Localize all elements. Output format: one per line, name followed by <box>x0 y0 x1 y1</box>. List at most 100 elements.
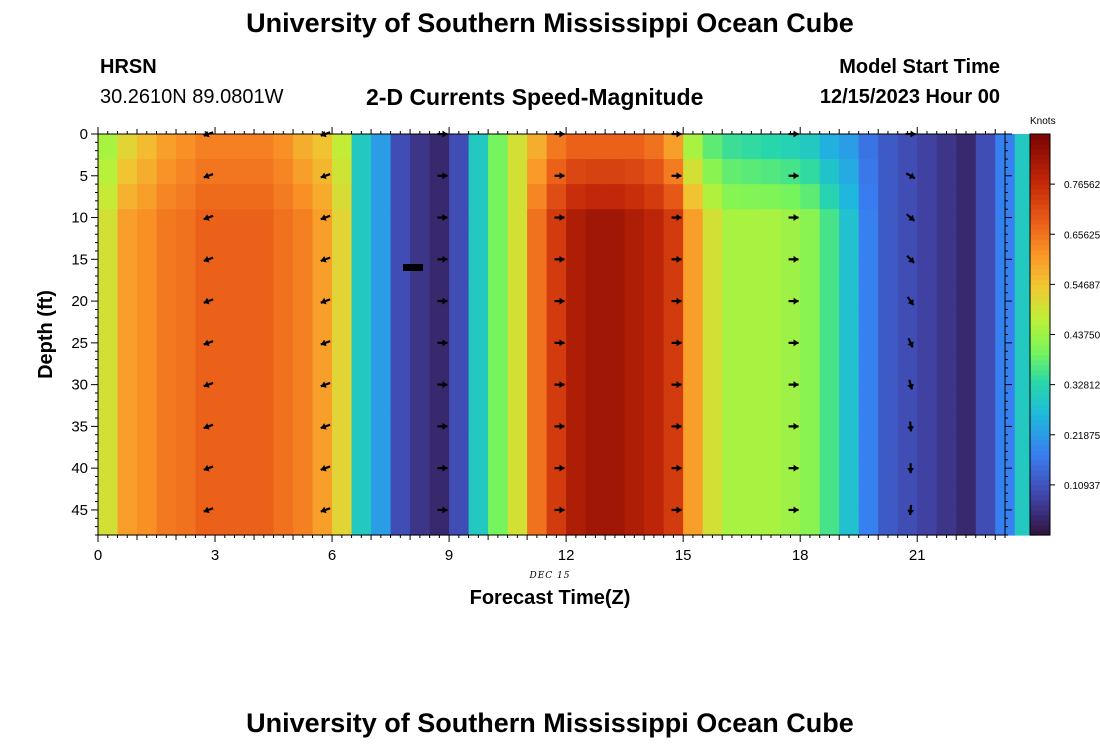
heatmap-cell <box>410 409 431 436</box>
colorbar-segment <box>1030 284 1050 290</box>
heatmap-cell <box>800 184 821 210</box>
heatmap-cell <box>293 334 314 361</box>
heatmap-cell <box>332 359 353 386</box>
heatmap-cell <box>644 434 665 461</box>
heatmap-cell <box>819 409 840 436</box>
heatmap-cell <box>585 509 606 536</box>
heatmap-cell <box>351 159 372 185</box>
heatmap-cell <box>273 409 294 436</box>
heatmap-cell <box>683 259 704 285</box>
heatmap-cell <box>780 134 801 160</box>
heatmap-cell <box>449 509 470 536</box>
heatmap-cell <box>507 384 528 411</box>
heatmap-cell <box>605 459 626 486</box>
heatmap-cell <box>975 484 996 511</box>
heatmap-cell <box>176 309 197 336</box>
heatmap-cell <box>605 284 626 311</box>
heatmap-cell <box>468 409 489 436</box>
heatmap-cell <box>624 184 645 210</box>
heatmap-cell <box>176 359 197 386</box>
heatmap-marker <box>403 264 423 271</box>
heatmap-cell <box>839 134 860 160</box>
heatmap-cell <box>917 509 938 536</box>
heatmap-cell <box>195 284 216 311</box>
heatmap-cell <box>273 184 294 210</box>
heatmap-cell <box>215 234 236 260</box>
heatmap-cell <box>546 159 567 185</box>
heatmap-cell <box>527 359 548 386</box>
x-tick-label: 18 <box>792 547 809 564</box>
heatmap-cell <box>780 359 801 386</box>
heatmap-cell <box>293 259 314 285</box>
heatmap-cell <box>507 309 528 336</box>
heatmap-cell <box>683 134 704 160</box>
heatmap-cell <box>117 484 138 511</box>
heatmap-cell <box>449 359 470 386</box>
heatmap-cell <box>390 209 411 235</box>
heatmap-cell <box>975 359 996 386</box>
heatmap-cell <box>351 134 372 160</box>
heatmap-cell <box>488 234 509 260</box>
heatmap-cell <box>741 484 762 511</box>
heatmap-cell <box>956 409 977 436</box>
heatmap-cell <box>117 134 138 160</box>
heatmap-cell <box>98 434 119 461</box>
heatmap-cell <box>663 484 684 511</box>
current-arrow-head <box>907 383 914 390</box>
heatmap-cell <box>975 384 996 411</box>
heatmap-cell <box>390 459 411 486</box>
heatmap-cell <box>156 409 177 436</box>
heatmap-cell <box>117 159 138 185</box>
heatmap-cell <box>234 159 255 185</box>
colorbar-segment <box>1030 214 1050 220</box>
heatmap-cell <box>293 159 314 185</box>
heatmap-cell <box>878 359 899 386</box>
heatmap-cell <box>936 434 957 461</box>
heatmap-cell <box>936 384 957 411</box>
heatmap-cell <box>722 459 743 486</box>
heatmap-cell <box>624 359 645 386</box>
heatmap-cell <box>546 384 567 411</box>
heatmap-cell <box>956 359 977 386</box>
heatmap-cell <box>390 159 411 185</box>
heatmap-cell <box>332 409 353 436</box>
heatmap-cell <box>624 159 645 185</box>
heatmap-cell <box>488 209 509 235</box>
heatmap-cell <box>332 284 353 311</box>
heatmap-cell <box>488 409 509 436</box>
heatmap-cell <box>878 409 899 436</box>
heatmap-cell <box>956 184 977 210</box>
current-arrow-head <box>908 172 915 179</box>
heatmap-cell <box>702 309 723 336</box>
heatmap-cell <box>390 259 411 285</box>
heatmap-cell <box>351 234 372 260</box>
heatmap-cell <box>293 459 314 486</box>
heatmap-cell <box>585 384 606 411</box>
heatmap-cell <box>702 209 723 235</box>
colorbar-segment <box>1030 234 1050 240</box>
heatmap-cell <box>936 509 957 536</box>
heatmap-cell <box>858 334 879 361</box>
plot-title: 2-D Currents Speed-Magnitude <box>366 84 704 110</box>
heatmap-cell <box>449 309 470 336</box>
heatmap-cell <box>390 134 411 160</box>
heatmap-cell <box>566 334 587 361</box>
heatmap-cell <box>956 259 977 285</box>
heatmap-cell <box>137 359 158 386</box>
heatmap-cell <box>98 259 119 285</box>
heatmap-cell <box>585 309 606 336</box>
y-axis-label: Depth (ft) <box>35 290 57 379</box>
heatmap-cell <box>780 384 801 411</box>
heatmap-cell <box>488 509 509 536</box>
heatmap-cell <box>507 159 528 185</box>
heatmap-cell <box>137 434 158 461</box>
heatmap-cell <box>546 209 567 235</box>
current-arrow-head <box>793 506 799 514</box>
heatmap-cell <box>975 284 996 311</box>
heatmap-cell <box>468 234 489 260</box>
heatmap-cell <box>936 284 957 311</box>
heatmap-cell <box>683 434 704 461</box>
current-arrow-head <box>676 464 682 472</box>
heatmap-cell <box>936 184 957 210</box>
heatmap-cell <box>293 284 314 311</box>
